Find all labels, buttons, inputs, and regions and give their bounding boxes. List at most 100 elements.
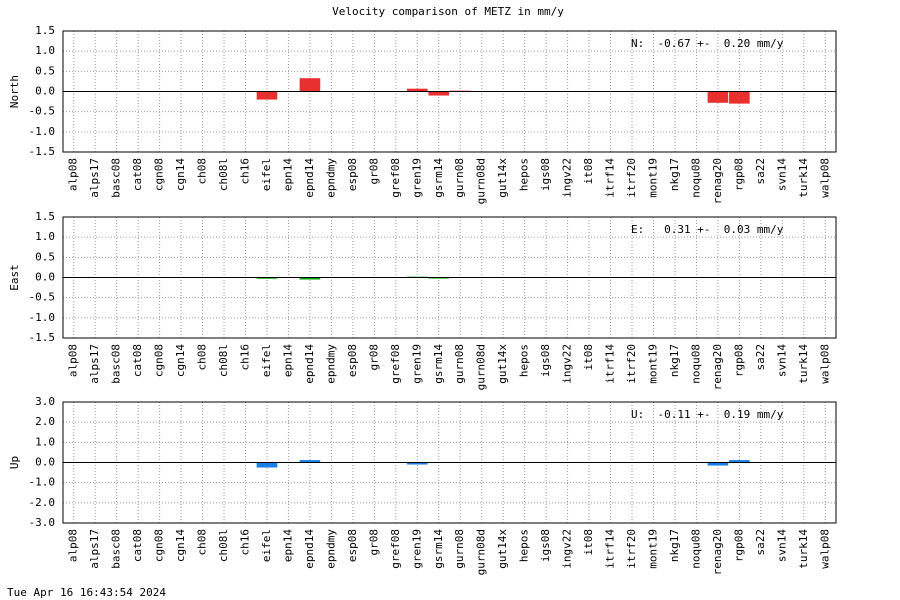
- bar: [729, 460, 750, 463]
- x-tick-label: nkg17: [668, 344, 681, 377]
- x-tick-label: cat08: [131, 529, 144, 562]
- x-tick-label: alps17: [88, 158, 101, 198]
- x-tick-label: esp08: [346, 158, 359, 191]
- x-tick-label: svn14: [775, 344, 788, 377]
- x-tick-label: gut14x: [496, 344, 509, 384]
- x-tick-label: gref08: [389, 529, 402, 569]
- bar: [299, 277, 321, 280]
- x-tick-label: it08: [582, 158, 595, 185]
- x-tick-label: nkg17: [668, 529, 681, 562]
- x-tick-label: ch08l: [217, 529, 230, 562]
- x-tick-label: cgn14: [174, 529, 187, 562]
- x-tick-label: sa22: [754, 158, 767, 185]
- x-tick-label: noqu08: [689, 529, 702, 569]
- y-tick-label: 0.5: [35, 250, 55, 263]
- y-tick-label: -2.0: [29, 496, 56, 509]
- x-tick-label: eifel: [260, 529, 273, 562]
- x-tick-label: gren19: [410, 529, 423, 569]
- y-tick-label: -1.0: [29, 125, 56, 138]
- x-tick-label: mont19: [646, 529, 659, 569]
- x-tick-label: it08: [582, 529, 595, 556]
- x-tick-label: sa22: [754, 344, 767, 371]
- x-tick-label: sa22: [754, 529, 767, 556]
- x-tick-label: itrf20: [625, 529, 638, 569]
- plot-frame: [62, 216, 837, 339]
- x-tick-label: ch08: [196, 529, 209, 556]
- x-tick-label: epndmy: [324, 158, 337, 198]
- x-tick-label: eifel: [260, 158, 273, 191]
- x-tick-label: ingv22: [561, 344, 574, 384]
- timestamp: Tue Apr 16 16:43:54 2024: [7, 586, 166, 599]
- plot-frame: [62, 30, 837, 153]
- x-tick-label: gurn08: [453, 344, 466, 384]
- x-tick-label: itrf14: [604, 344, 617, 384]
- x-tick-label: epnd14: [303, 529, 316, 569]
- x-tick-label: rgp08: [732, 158, 745, 191]
- x-tick-label: gr08: [367, 529, 380, 556]
- y-tick-label: 1.5: [35, 24, 55, 37]
- x-tick-label: ch08: [196, 158, 209, 185]
- x-tick-label: igs08: [539, 158, 552, 191]
- x-tick-label: rgp08: [732, 529, 745, 562]
- y-tick-label: -0.5: [29, 105, 56, 118]
- x-tick-label: ingv22: [561, 158, 574, 198]
- x-tick-label: igs08: [539, 529, 552, 562]
- x-tick-label: gsrm14: [432, 158, 445, 198]
- y-tick-label: -1.5: [29, 145, 56, 158]
- x-tick-label: cgn14: [174, 158, 187, 191]
- y-tick-label: 0.5: [35, 64, 55, 77]
- x-tick-label: basc08: [110, 529, 123, 569]
- y-tick-label: -1.0: [29, 311, 56, 324]
- x-tick-label: gut14x: [496, 529, 509, 569]
- bar: [299, 78, 321, 92]
- x-tick-label: itrf14: [604, 158, 617, 198]
- x-tick-label: gref08: [389, 158, 402, 198]
- x-tick-label: alp08: [67, 529, 80, 562]
- x-tick-label: noqu08: [689, 344, 702, 384]
- x-tick-label: basc08: [110, 344, 123, 384]
- bar: [256, 91, 278, 100]
- x-tick-label: renag20: [711, 529, 724, 575]
- x-tick-label: noqu08: [689, 158, 702, 198]
- y-tick-label: 1.0: [35, 435, 55, 448]
- x-tick-label: cat08: [131, 344, 144, 377]
- annotation: E: 0.31 +- 0.03 mm/y: [631, 223, 784, 236]
- bar: [256, 462, 278, 468]
- x-tick-label: igs08: [539, 344, 552, 377]
- x-tick-label: hepos: [518, 529, 531, 562]
- x-tick-label: ch08: [196, 344, 209, 371]
- x-tick-label: gurn08d: [475, 158, 488, 204]
- y-tick-label: -0.5: [29, 291, 56, 304]
- x-tick-label: ch08l: [217, 344, 230, 377]
- x-tick-label: walp08: [818, 529, 831, 569]
- y-tick-label: 1.5: [35, 210, 55, 223]
- y-tick-label: 0.0: [35, 85, 55, 98]
- x-tick-label: hepos: [518, 158, 531, 191]
- x-tick-label: cgn08: [153, 158, 166, 191]
- x-tick-label: itrf14: [604, 529, 617, 569]
- x-tick-label: gr08: [367, 344, 380, 371]
- x-tick-label: alp08: [67, 158, 80, 191]
- x-tick-label: gut14x: [496, 158, 509, 198]
- bar: [707, 462, 729, 466]
- bar: [406, 88, 428, 92]
- x-tick-label: itrf20: [625, 158, 638, 198]
- bar: [428, 91, 450, 96]
- x-tick-label: epnd14: [303, 158, 316, 198]
- y-tick-label: 3.0: [35, 395, 55, 408]
- x-tick-label: gren19: [410, 344, 423, 384]
- x-tick-label: ch16: [239, 344, 252, 371]
- y-axis-label: Up: [8, 456, 21, 469]
- x-tick-label: alps17: [88, 529, 101, 569]
- y-tick-label: -1.5: [29, 331, 56, 344]
- x-tick-label: turk14: [797, 158, 810, 198]
- plot-frame: [62, 401, 837, 524]
- x-tick-label: cgn08: [153, 344, 166, 377]
- x-tick-label: hepos: [518, 344, 531, 377]
- x-tick-label: gurn08: [453, 158, 466, 198]
- x-tick-label: ch16: [239, 529, 252, 556]
- annotation: U: -0.11 +- 0.19 mm/y: [631, 408, 784, 421]
- y-axis-label: East: [8, 264, 21, 291]
- bar: [299, 460, 321, 463]
